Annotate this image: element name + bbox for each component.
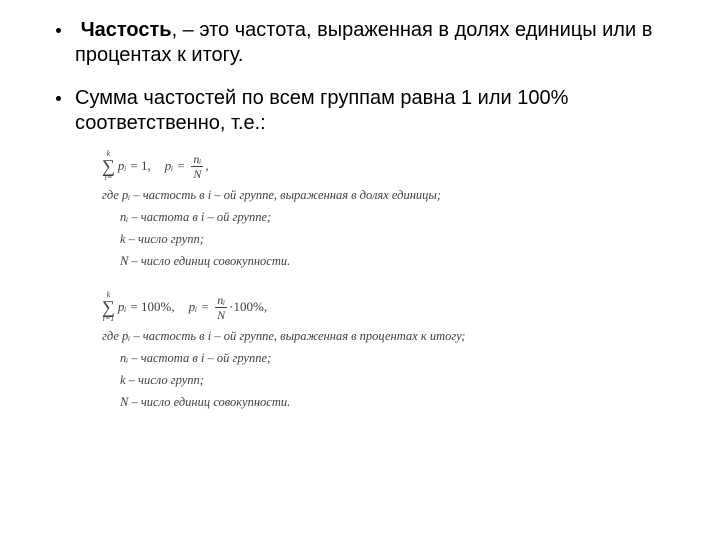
desc-2-k: k – число групп; <box>120 373 670 388</box>
math-block-1: k ∑ i= pᵢ = 1, pᵢ = nᵢ N , где pᵢ – част… <box>102 150 670 269</box>
formula-1: k ∑ i= pᵢ = 1, pᵢ = nᵢ N , <box>102 150 670 182</box>
desc-1-N: N – число единиц совокупности. <box>120 254 670 269</box>
formula-2: k ∑ i=1 pᵢ = 100%, pᵢ = nᵢ N ·100%, <box>102 291 670 323</box>
bullet-item-1: Частость, – это частота, выраженная в до… <box>50 18 670 68</box>
fraction: nᵢ N <box>215 294 227 321</box>
bullet-dot-icon <box>56 96 61 101</box>
bullet-item-2: Сумма частостей по всем группам равна 1 … <box>50 86 670 136</box>
bullet-1-text: Частость, – это частота, выраженная в до… <box>75 18 670 68</box>
eq2-tail: ·100%, <box>229 299 267 315</box>
eq1-rhs: = 100%, <box>130 299 174 315</box>
sum-body: pᵢ <box>118 299 127 315</box>
fraction: nᵢ N <box>191 153 203 180</box>
sum-body: pᵢ <box>118 158 127 174</box>
sigma-icon: k ∑ i=1 <box>102 291 115 323</box>
desc-1-n: nᵢ – частота в i – ой группе; <box>120 210 670 225</box>
slide: Частость, – это частота, выраженная в до… <box>0 0 720 540</box>
term-chastost: Частость <box>81 19 172 41</box>
eq2-tail: , <box>205 158 208 174</box>
where-line-1: где pᵢ – частость в i – ой группе, выраж… <box>102 188 670 203</box>
desc-2-N: N – число единиц совокупности. <box>120 395 670 410</box>
bullet-2-text: Сумма частостей по всем группам равна 1 … <box>75 86 670 136</box>
eq2-lhs: pᵢ = <box>189 299 210 315</box>
where-line-2: где pᵢ – частость в i – ой группе, выраж… <box>102 329 670 344</box>
desc-1-k: k – число групп; <box>120 232 670 247</box>
eq1-rhs: = 1, <box>130 158 150 174</box>
math-block-2: k ∑ i=1 pᵢ = 100%, pᵢ = nᵢ N ·100%, где … <box>102 291 670 410</box>
sigma-icon: k ∑ i= <box>102 150 115 182</box>
bullet-dot-icon <box>56 28 61 33</box>
desc-2-n: nᵢ – частота в i – ой группе; <box>120 351 670 366</box>
eq2-lhs: pᵢ = <box>165 158 186 174</box>
